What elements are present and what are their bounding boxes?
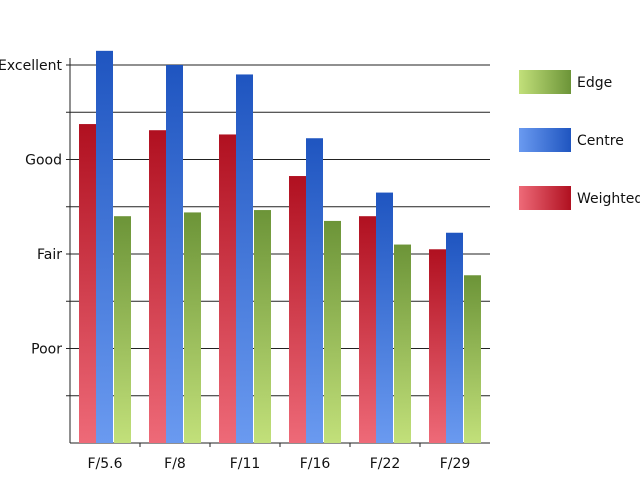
x-tick-label: F/11: [230, 456, 261, 472]
bar-edge: [464, 275, 481, 443]
bar-centre: [236, 74, 253, 443]
legend-label-centre: Centre: [577, 133, 624, 149]
bar-centre: [376, 192, 393, 443]
bar-edge: [114, 216, 131, 443]
y-tick-label: Fair: [37, 247, 62, 263]
x-tick-label: F/5.6: [87, 456, 122, 472]
bar-weighted: [429, 249, 446, 443]
gridlines: [70, 64, 490, 397]
bar-weighted: [79, 124, 96, 443]
bar-centre: [166, 65, 183, 443]
legend-swatch-weighted: [519, 186, 571, 210]
legend-label-edge: Edge: [577, 75, 612, 91]
y-tick-label: Good: [25, 153, 62, 169]
bar-weighted: [149, 130, 166, 443]
bar-centre: [446, 232, 463, 443]
bar-edge: [394, 244, 411, 443]
legend-label-weighted: Weighted: [577, 191, 640, 207]
bars: [79, 50, 481, 444]
tick-labels: Poor Fair Good Excellent F/5.6 F/8 F/11 F/16 F/2…: [0, 58, 470, 472]
legend: Edge Centre Weighted: [519, 70, 640, 210]
x-tick-label: F/29: [440, 456, 471, 472]
legend-swatch-centre: [519, 128, 571, 152]
bar-edge: [254, 210, 271, 443]
y-tick-label: Poor: [31, 342, 62, 358]
bar-edge: [324, 220, 341, 443]
axes: [66, 58, 490, 447]
bar-weighted: [359, 216, 376, 443]
bar-centre: [96, 50, 113, 443]
bar-centre: [306, 138, 323, 444]
bar-weighted: [219, 134, 236, 443]
x-tick-label: F/16: [300, 456, 331, 472]
y-tick-label: Excellent: [0, 58, 63, 74]
x-tick-label: F/8: [164, 456, 186, 472]
bar-edge: [184, 212, 201, 443]
x-tick-label: F/22: [370, 456, 401, 472]
legend-swatch-edge: [519, 70, 571, 94]
bar-weighted: [289, 176, 306, 443]
